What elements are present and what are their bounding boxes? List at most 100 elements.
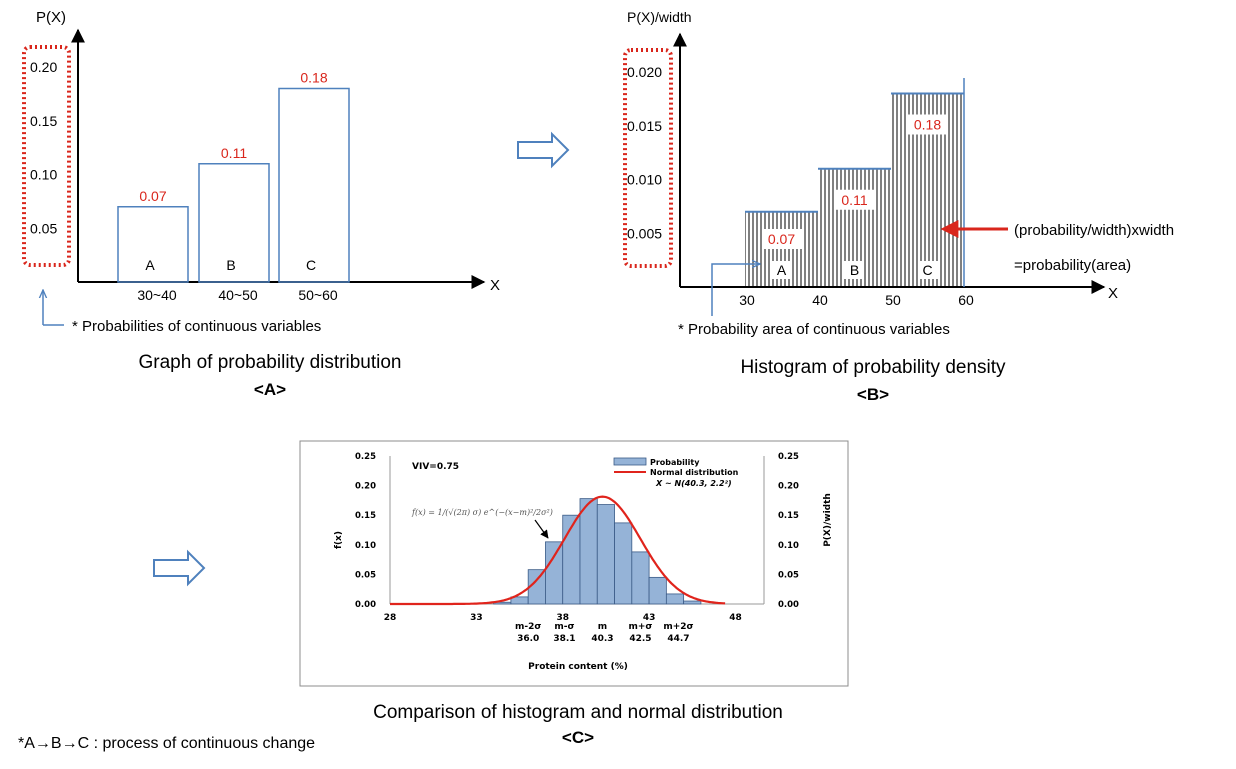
panel-a-value-label: 0.11 <box>221 145 247 161</box>
panel-c-hist-bar <box>596 504 615 605</box>
panel-b-ytick: 0.020 <box>627 64 662 80</box>
panel-c-sigma-value: 36.0 <box>517 634 539 644</box>
panel-c-sigma-value: 40.3 <box>591 634 613 644</box>
panel-b-highlight-box <box>623 48 673 268</box>
footnote: *A→B→C : process of continuous change <box>18 735 315 752</box>
panel-c-legend-probability: Probability <box>650 458 700 467</box>
panel-c-xtick: 48 <box>729 613 742 623</box>
panel-c-xtick: 33 <box>470 613 483 623</box>
panel-c-sigma-label: m+2σ <box>663 622 693 632</box>
panel-b-ytick: 0.010 <box>627 172 662 188</box>
panel-c-ytick-right: 0.20 <box>778 482 799 492</box>
panel-c-ytick-left: 0.15 <box>355 511 376 521</box>
panel-b-xtick-label: 50 <box>885 292 901 308</box>
panel-b-note: * Probability area of continuous variabl… <box>678 321 950 338</box>
panel-b-category-label: C <box>922 262 932 278</box>
panel-a-xtick-label: 50~60 <box>298 287 338 303</box>
panel-a-ytick: 0.10 <box>30 167 57 183</box>
panel-c-sigma-value: 38.1 <box>553 634 575 644</box>
panel-c-caption: Comparison of histogram and normal distr… <box>373 702 783 723</box>
panel-a-xtick-label: 40~50 <box>218 287 258 303</box>
panel-a-category-label: B <box>226 257 235 273</box>
panel-a-bar <box>198 163 270 283</box>
panel-c-formula: f(x) = 1/(√(2π) σ) e^(−(x−m)²/2σ²) <box>411 508 553 517</box>
panel-c-ytick-left: 0.10 <box>355 541 376 551</box>
panel-c-legend-swatch <box>613 457 647 466</box>
panel-a-ylabel: P(X) <box>36 9 66 26</box>
panel-b-value-bg <box>834 189 875 210</box>
panel-b-xlabel: X <box>1108 285 1118 302</box>
panel-b-tag: <B> <box>857 385 889 404</box>
panel-a-tag: <A> <box>254 380 286 399</box>
transition-arrow-c <box>153 549 206 587</box>
panel-a-category-label: C <box>306 257 316 273</box>
panel-b-xtick-label: 30 <box>739 292 755 308</box>
panel-c-ytick-right: 0.10 <box>778 541 799 551</box>
panel-c-sigma-value: 42.5 <box>629 634 651 644</box>
panel-a-ytick: 0.15 <box>30 113 57 129</box>
panel-c: 0.00 0.00 0.05 0.05 0.10 0.10 0.15 0.15 0.20 0.20… <box>299 440 849 747</box>
panel-a-value-label: 0.07 <box>139 188 166 204</box>
panel-a-ytick: 0.20 <box>30 59 57 75</box>
panel-a-caption: Graph of probability distribution <box>139 352 402 373</box>
panel-c-xtick: 28 <box>384 613 397 623</box>
panel-c-ytick-left: 0.25 <box>355 452 376 462</box>
panel-b-category-bg <box>844 261 865 279</box>
panel-a-xlabel: X <box>490 277 500 294</box>
panel-c-hist-bar <box>683 600 702 605</box>
panel-b-note-arrow <box>711 264 760 316</box>
panel-c-xlabel: Protein content (%) <box>528 662 628 672</box>
panel-b-annotation-2: =probability(area) <box>1014 257 1131 274</box>
panel-a-note: * Probabilities of continuous variables <box>72 318 321 335</box>
panel-c-sigma-value: 44.7 <box>667 634 689 644</box>
panel-c-sigma-label: m-σ <box>554 622 574 632</box>
panel-b-ytick: 0.015 <box>627 118 662 134</box>
panel-c-ylabel-right: P(X)/width <box>823 493 833 547</box>
panel-c-ytick-right: 0.15 <box>778 511 799 521</box>
panel-c-hist-bar <box>665 593 685 605</box>
transition-arrow-ab <box>517 131 570 169</box>
panel-b-value-label: 0.18 <box>914 117 941 133</box>
panel-b-category-label: A <box>777 262 787 278</box>
panel-b-category-bg <box>771 261 792 279</box>
panel-c-hist-bar <box>545 541 564 605</box>
panel-c-hist-bar <box>631 551 650 605</box>
panel-c-tag: <C> <box>562 728 594 747</box>
panel-a-value-label: 0.18 <box>300 70 327 86</box>
panel-b-xtick-label: 40 <box>812 292 828 308</box>
panel-c-viv: VIV=0.75 <box>412 462 459 472</box>
panel-b-category-label: B <box>850 262 859 278</box>
panel-a-xtick-label: 30~40 <box>137 287 177 303</box>
panel-c-ytick-right: 0.05 <box>778 570 799 580</box>
panel-b-caption: Histogram of probability density <box>740 357 1006 378</box>
panel-b-value-bg <box>907 114 948 135</box>
panel-b-value-bg <box>761 229 802 249</box>
panel-b-category-bg <box>917 261 938 279</box>
panel-c-hist-bar <box>579 498 598 605</box>
panel-c-sigma-label: m <box>598 622 607 632</box>
panel-c-hist-bar <box>614 522 633 605</box>
panel-c-ytick-left: 0.20 <box>355 482 376 492</box>
panel-c-legend-formula: X ~ N(40.3, 2.2²) <box>655 479 732 488</box>
panel-b-xtick-label: 60 <box>958 292 974 308</box>
panel-c-legend-normal: Normal distribution <box>650 468 739 477</box>
panel-c-xtick: 38 <box>556 613 569 623</box>
panel-c-ytick-left: 0.00 <box>355 600 376 610</box>
panel-b-value-label: 0.11 <box>841 192 867 208</box>
panel-c-sigma-label: m-2σ <box>515 622 541 632</box>
panel-a-category-label: A <box>145 257 155 273</box>
panel-c-ytick-left: 0.05 <box>355 570 376 580</box>
panel-a-ytick: 0.05 <box>30 220 57 236</box>
panel-a-bar <box>117 206 189 283</box>
panel-c-hist-bar <box>648 576 667 605</box>
panel-c-ytick-right: 0.25 <box>778 452 799 462</box>
panel-b-ytick: 0.005 <box>627 225 662 241</box>
panel-c-formula-arrow <box>534 519 549 539</box>
panel-b-value-label: 0.07 <box>768 231 795 247</box>
panel-c-xtick: 43 <box>643 613 656 623</box>
panel-a-highlight-box <box>22 45 71 267</box>
panel-c-sigma-label: m+σ <box>628 622 652 632</box>
panel-b-annotation-1: (probability/width)xwidth <box>1014 222 1174 239</box>
panel-b: P(X)/width X 0.020 0.015 0.010 0.005 0.07 A 0… <box>623 9 1174 404</box>
